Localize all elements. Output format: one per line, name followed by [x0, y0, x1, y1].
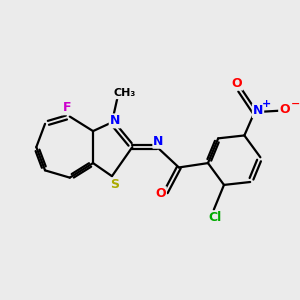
Text: +: +: [262, 99, 272, 109]
Text: −: −: [291, 99, 300, 109]
Text: N: N: [110, 114, 120, 128]
Text: O: O: [232, 76, 242, 90]
Text: O: O: [155, 187, 166, 200]
Text: N: N: [153, 135, 164, 148]
Text: CH₃: CH₃: [114, 88, 136, 98]
Text: S: S: [110, 178, 119, 191]
Text: Cl: Cl: [208, 211, 222, 224]
Text: O: O: [279, 103, 290, 116]
Text: F: F: [63, 101, 71, 114]
Text: N: N: [253, 104, 263, 117]
